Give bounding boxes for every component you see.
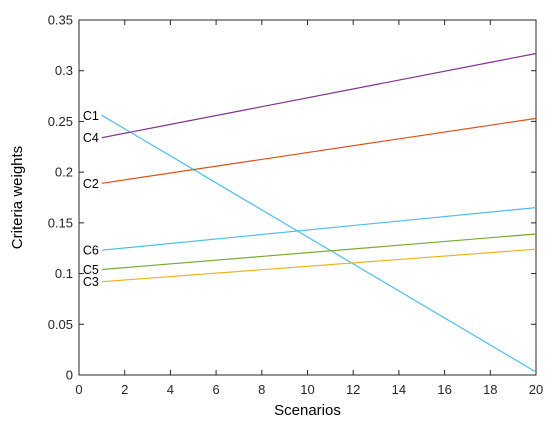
series-lines bbox=[101, 52, 537, 373]
axis-ticks: 0 2 4 6 8 10 12 14 16 18 20 0 0.05 0.1 0.15 0.2 0.25 0.3 0… bbox=[48, 13, 544, 398]
series-label-c3: C3 bbox=[83, 275, 99, 289]
y-tick-label: 0 bbox=[66, 368, 73, 383]
y-tick-label: 0.05 bbox=[48, 317, 73, 332]
series-line-c1 bbox=[101, 114, 537, 373]
series-line-c4 bbox=[101, 52, 537, 139]
y-tick-label: 0.3 bbox=[55, 63, 73, 78]
x-tick-label: 20 bbox=[529, 382, 543, 397]
series-line-c5 bbox=[101, 233, 537, 271]
series-label-c4: C4 bbox=[83, 131, 99, 145]
y-tick-label: 0.25 bbox=[48, 114, 73, 129]
y-tick-label: 0.1 bbox=[55, 266, 73, 281]
y-axis-title: Criteria weights bbox=[9, 146, 26, 249]
x-tick-label: 0 bbox=[75, 382, 82, 397]
series-line-c2 bbox=[101, 117, 537, 184]
x-tick-label: 10 bbox=[300, 382, 314, 397]
x-tick-label: 4 bbox=[167, 382, 174, 397]
x-tick-label: 12 bbox=[346, 382, 360, 397]
series-label-c1: C1 bbox=[83, 109, 99, 123]
plot-area bbox=[78, 19, 537, 376]
y-tick-label: 0.15 bbox=[48, 215, 73, 230]
series-labels: C1 C2 C3 C4 C5 C6 bbox=[83, 109, 99, 289]
series-label-c6: C6 bbox=[83, 244, 99, 258]
x-tick-label: 8 bbox=[258, 382, 265, 397]
x-tick-label: 6 bbox=[212, 382, 219, 397]
x-tick-label: 14 bbox=[392, 382, 406, 397]
series-label-c5: C5 bbox=[83, 263, 99, 277]
x-axis-title: Scenarios bbox=[274, 402, 341, 419]
y-tick-label: 0.35 bbox=[48, 13, 73, 28]
y-tick-label: 0.2 bbox=[55, 165, 73, 180]
series-line-c6 bbox=[101, 207, 537, 251]
series-line-c3 bbox=[101, 248, 537, 283]
series-label-c2: C2 bbox=[83, 177, 99, 191]
x-tick-label: 18 bbox=[483, 382, 497, 397]
x-tick-label: 2 bbox=[121, 382, 128, 397]
x-tick-label: 16 bbox=[437, 382, 451, 397]
